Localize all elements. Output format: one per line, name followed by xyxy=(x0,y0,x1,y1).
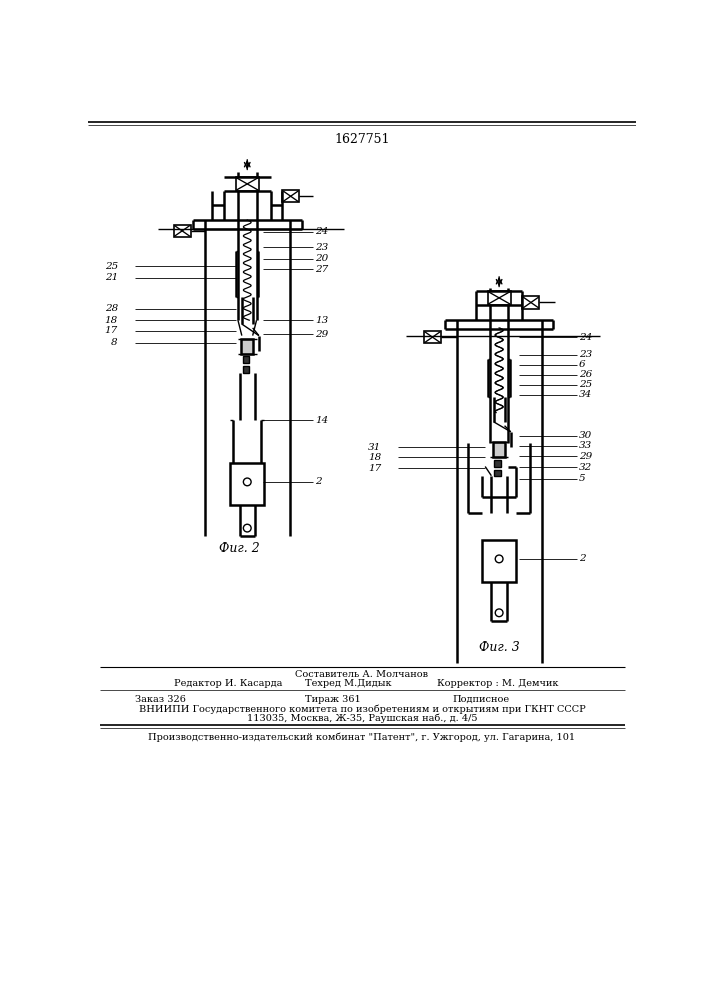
Text: 20: 20 xyxy=(315,254,329,263)
Text: 30: 30 xyxy=(579,431,592,440)
Text: Корректор : М. Демчик: Корректор : М. Демчик xyxy=(437,679,559,688)
Text: 6: 6 xyxy=(579,360,585,369)
Bar xyxy=(243,366,249,373)
Text: 17: 17 xyxy=(368,464,381,473)
Text: Фиг. 2: Фиг. 2 xyxy=(219,542,260,555)
Text: 5: 5 xyxy=(579,474,585,483)
Text: 14: 14 xyxy=(315,416,329,425)
Text: 34: 34 xyxy=(579,390,592,399)
Bar xyxy=(494,460,501,466)
Text: 25: 25 xyxy=(579,380,592,389)
Text: 18: 18 xyxy=(105,316,118,325)
Text: 29: 29 xyxy=(315,330,329,339)
Text: Редактор И. Касарда: Редактор И. Касарда xyxy=(174,679,282,688)
Text: 1627751: 1627751 xyxy=(334,133,390,146)
Text: 23: 23 xyxy=(579,350,592,359)
Text: 18: 18 xyxy=(368,453,381,462)
Text: 24: 24 xyxy=(579,333,592,342)
Text: 33: 33 xyxy=(579,441,592,450)
Text: 113035, Москва, Ж-35, Раушская наб., д. 4/5: 113035, Москва, Ж-35, Раушская наб., д. … xyxy=(247,714,477,723)
Text: 13: 13 xyxy=(315,316,329,325)
Text: 28: 28 xyxy=(105,304,118,313)
Text: 23: 23 xyxy=(315,243,329,252)
Bar xyxy=(241,339,253,354)
Text: 32: 32 xyxy=(579,463,592,472)
Bar xyxy=(493,442,506,457)
Text: Заказ 326: Заказ 326 xyxy=(135,695,186,704)
Text: 2: 2 xyxy=(315,477,322,486)
Text: Производственно-издательский комбинат "Патент", г. Ужгород, ул. Гагарина, 101: Производственно-издательский комбинат "П… xyxy=(148,733,575,742)
Bar xyxy=(488,291,510,305)
Text: 21: 21 xyxy=(105,273,118,282)
Bar xyxy=(235,177,259,191)
Bar xyxy=(482,540,516,582)
Text: ВНИИПИ Государственного комитета по изобретениям и открытиям при ГКНТ СССР: ВНИИПИ Государственного комитета по изоб… xyxy=(139,704,585,714)
Bar xyxy=(494,470,501,476)
Bar xyxy=(174,225,191,237)
Text: Составитель А. Молчанов: Составитель А. Молчанов xyxy=(296,670,428,679)
Bar xyxy=(230,463,264,505)
Text: 31: 31 xyxy=(368,443,381,452)
Text: 29: 29 xyxy=(579,452,592,461)
Text: 8: 8 xyxy=(111,338,118,347)
Text: 17: 17 xyxy=(105,326,118,335)
Text: Техред М.Дидык: Техред М.Дидык xyxy=(305,679,392,688)
Text: 27: 27 xyxy=(315,265,329,274)
Bar xyxy=(282,190,299,202)
Text: 2: 2 xyxy=(579,554,585,563)
Text: 26: 26 xyxy=(579,370,592,379)
Bar xyxy=(424,331,441,343)
Bar xyxy=(243,356,249,363)
Text: Фиг. 3: Фиг. 3 xyxy=(479,641,520,654)
Text: 25: 25 xyxy=(105,262,118,271)
Text: Тираж 361: Тираж 361 xyxy=(305,695,361,704)
Bar xyxy=(522,296,539,309)
Text: Подписное: Подписное xyxy=(452,695,510,704)
Text: 24: 24 xyxy=(315,227,329,236)
